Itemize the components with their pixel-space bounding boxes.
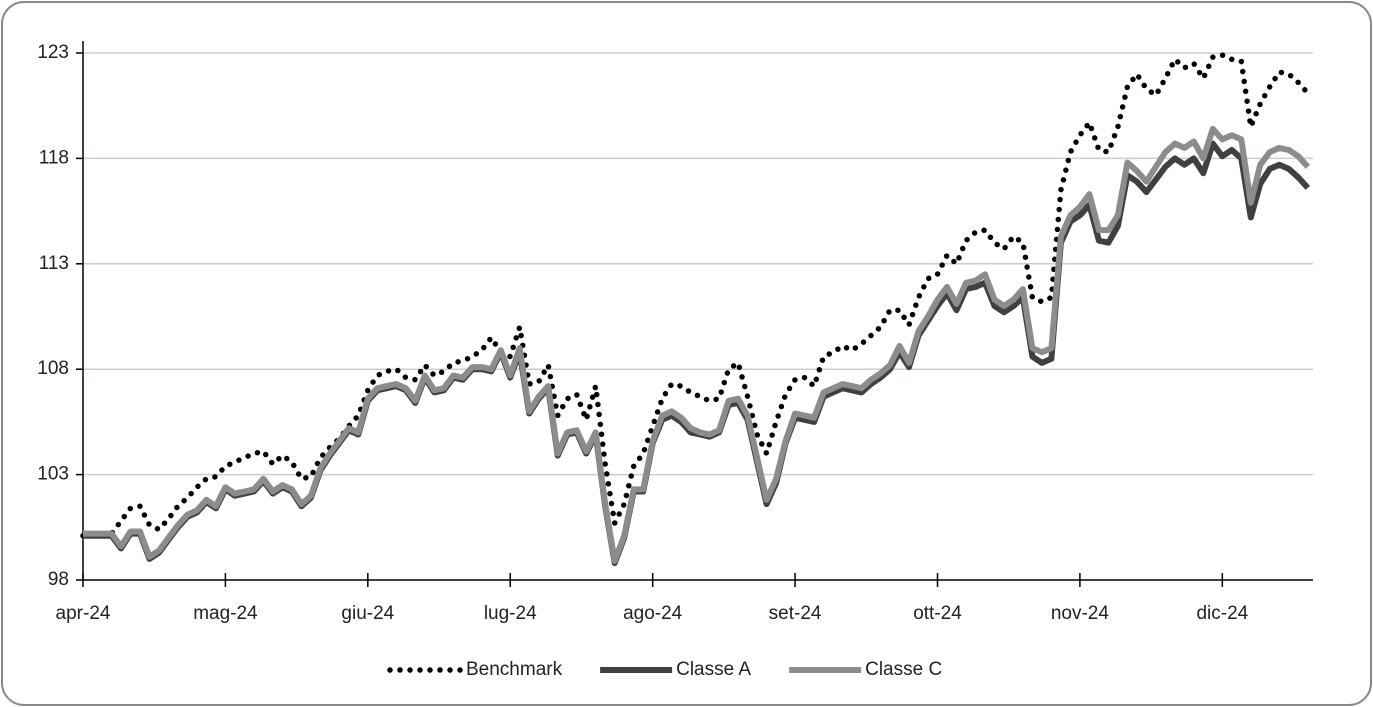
x-tick-label: mag-24 (193, 603, 258, 624)
x-tick-label: apr-24 (56, 603, 111, 624)
x-tick-label: lug-24 (484, 603, 537, 624)
x-tick-label: ago-24 (623, 603, 683, 624)
y-tick-label: 103 (37, 464, 69, 485)
legend-label: Classe C (865, 659, 942, 680)
y-tick-label: 113 (39, 253, 69, 274)
series-line (80, 52, 1311, 539)
y-tick-label: 108 (37, 358, 69, 379)
x-tick-label: nov-24 (1051, 603, 1110, 624)
y-tick-label: 123 (37, 42, 69, 63)
x-tick-label: giu-24 (341, 603, 394, 624)
y-tick-label: 118 (39, 147, 69, 168)
y-tick-label: 98 (48, 569, 69, 590)
x-tick-label: ott-24 (913, 603, 962, 624)
x-tick-label: set-24 (769, 603, 822, 624)
series-line (83, 125, 1311, 564)
x-tick-label: dic-24 (1196, 603, 1248, 624)
legend-label: Classe A (676, 659, 751, 680)
legend-label: Benchmark (466, 659, 563, 680)
